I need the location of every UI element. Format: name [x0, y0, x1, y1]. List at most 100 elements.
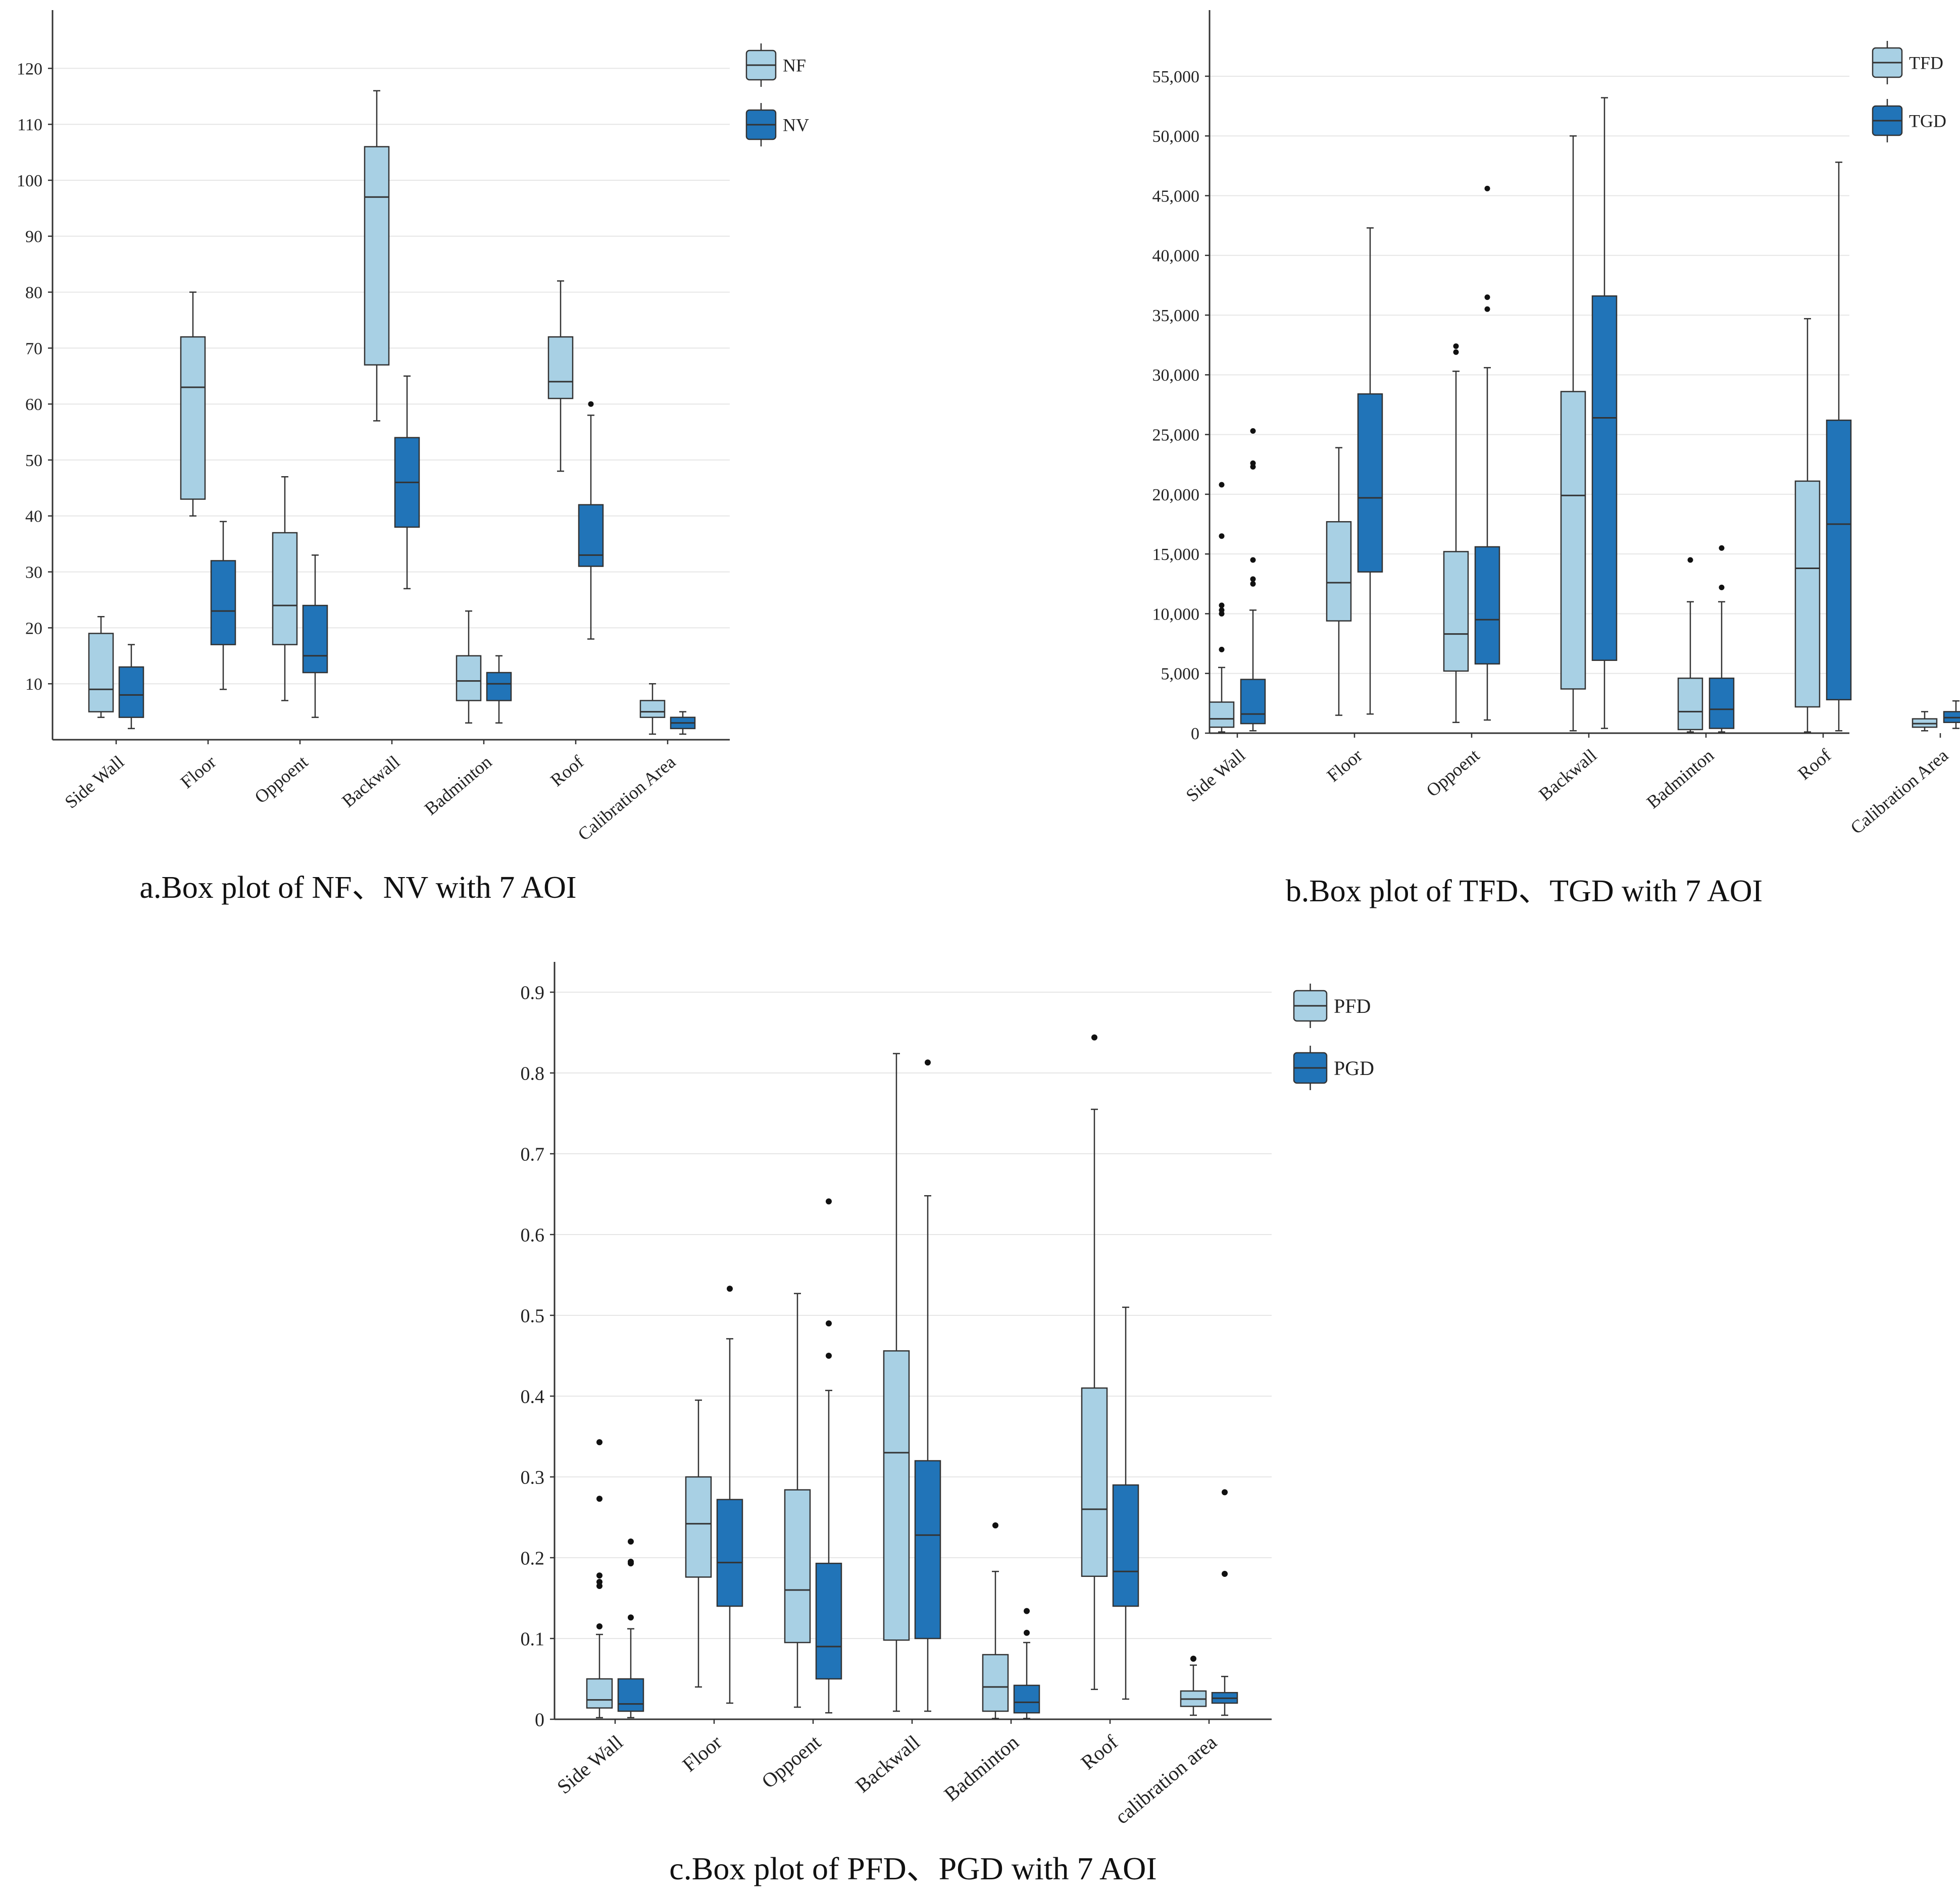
box-iqr	[486, 672, 512, 701]
x-tick-label: Oppoent	[757, 1730, 825, 1792]
x-tick-label: Backwall	[338, 751, 404, 811]
y-tick-label: 50	[25, 451, 42, 470]
y-tick-label: 5,000	[1161, 665, 1200, 684]
y-tick-label: 120	[17, 60, 42, 78]
box-iqr	[1443, 551, 1469, 672]
box-iqr	[1081, 1387, 1108, 1577]
outlier-point	[1484, 185, 1490, 191]
box-nf-3	[364, 90, 390, 422]
outlier-point	[1024, 1608, 1030, 1614]
y-tick-label: 0.5	[521, 1305, 545, 1326]
box-tgd-6	[1943, 700, 1960, 729]
x-tick-label: Calibration Area	[1846, 745, 1952, 838]
outlier-point	[628, 1559, 634, 1565]
y-tick-label: 20	[25, 619, 42, 638]
box-iqr	[1474, 546, 1500, 665]
box-iqr	[784, 1489, 811, 1644]
box-tgd-3	[1591, 97, 1618, 729]
outlier-point	[628, 1614, 634, 1621]
y-tick-label: 45,000	[1152, 187, 1200, 206]
y-tick-label: 40	[25, 507, 42, 526]
box-iqr	[586, 1678, 613, 1709]
legend-label: TFD	[1909, 53, 1943, 73]
y-tick-label: 10	[25, 675, 42, 694]
legend-label: PGD	[1334, 1057, 1374, 1080]
box-nf-4	[456, 610, 482, 724]
outlier-point	[1222, 1571, 1228, 1577]
chart-caption: c.Box plot of PFD、PGD with 7 AOI	[669, 1851, 1157, 1886]
y-tick-label: 0	[535, 1709, 544, 1730]
outlier-point	[1091, 1034, 1097, 1041]
x-tick-label: Badminton	[1643, 745, 1718, 812]
box-iqr	[1013, 1684, 1040, 1714]
box-tgd-4	[1708, 545, 1735, 733]
legend-label: NV	[783, 115, 809, 135]
box-pfd-6	[1180, 1656, 1207, 1716]
y-tick-label: 35,000	[1152, 306, 1200, 325]
x-tick-label: Floor	[177, 751, 220, 792]
box-pfd-2	[784, 1293, 811, 1708]
box-iqr	[1591, 295, 1618, 661]
box-iqr	[914, 1460, 941, 1639]
box-pfd-5	[1081, 1034, 1108, 1690]
legend-label: PFD	[1334, 995, 1371, 1017]
outlier-point	[1453, 349, 1459, 355]
box-iqr	[716, 1499, 743, 1607]
box-iqr	[1112, 1484, 1139, 1607]
box-iqr	[456, 655, 482, 701]
outlier-point	[1453, 343, 1459, 349]
x-tick-label: Backwall	[1535, 745, 1600, 804]
y-tick-label: 20,000	[1152, 486, 1200, 504]
y-tick-label: 25,000	[1152, 426, 1200, 445]
box-tgd-1	[1357, 227, 1383, 715]
x-tick-label: Oppoent	[1422, 745, 1483, 800]
outlier-point	[925, 1059, 931, 1066]
box-pgd-0	[617, 1539, 644, 1719]
outlier-point	[1222, 1489, 1228, 1496]
y-tick-label: 0.3	[521, 1467, 545, 1488]
box-nv-2	[302, 554, 328, 718]
box-iqr	[883, 1350, 910, 1641]
y-tick-label: 0.2	[521, 1548, 545, 1569]
box-iqr	[1357, 393, 1383, 573]
box-pfd-0	[586, 1439, 613, 1719]
box-iqr	[685, 1476, 712, 1578]
outlier-point	[1250, 581, 1256, 587]
box-nf-0	[88, 616, 114, 718]
x-tick-label: Roof	[546, 751, 587, 790]
legend-label: NF	[783, 56, 806, 76]
box-iqr	[815, 1562, 842, 1680]
x-tick-label: Floor	[678, 1730, 726, 1776]
box-iqr	[118, 666, 144, 718]
outlier-point	[1219, 646, 1225, 652]
y-tick-label: 0.1	[521, 1628, 545, 1650]
outlier-point	[826, 1353, 832, 1359]
x-tick-label: calibration area	[1111, 1730, 1221, 1828]
box-tgd-0	[1240, 428, 1266, 732]
chart-caption: a.Box plot of NF、NV with 7 AOI	[139, 870, 576, 905]
y-tick-label: 40,000	[1152, 247, 1200, 266]
x-tick-label: Floor	[1323, 745, 1366, 786]
outlier-point	[1250, 557, 1256, 563]
box-nv-1	[210, 521, 236, 690]
outlier-point	[992, 1522, 998, 1528]
y-tick-label: 0.7	[521, 1144, 545, 1165]
outlier-point	[1484, 306, 1490, 312]
y-tick-label: 55,000	[1152, 68, 1200, 86]
x-tick-label: Side Wall	[61, 751, 128, 812]
box-nv-5	[578, 401, 604, 640]
outlier-point	[1024, 1629, 1030, 1636]
outlier-point	[596, 1579, 602, 1585]
box-tfd-3	[1560, 135, 1586, 732]
y-tick-label: 50,000	[1152, 127, 1200, 146]
box-nv-0	[118, 644, 144, 730]
y-tick-label: 0.9	[521, 982, 545, 1003]
box-iqr	[1708, 677, 1735, 729]
box-tfd-0	[1209, 482, 1235, 733]
outlier-point	[1719, 584, 1725, 590]
box-iqr	[982, 1654, 1009, 1712]
outlier-point	[1219, 482, 1225, 488]
box-iqr	[1826, 419, 1852, 701]
outlier-point	[588, 401, 594, 407]
outlier-point	[1250, 576, 1256, 582]
